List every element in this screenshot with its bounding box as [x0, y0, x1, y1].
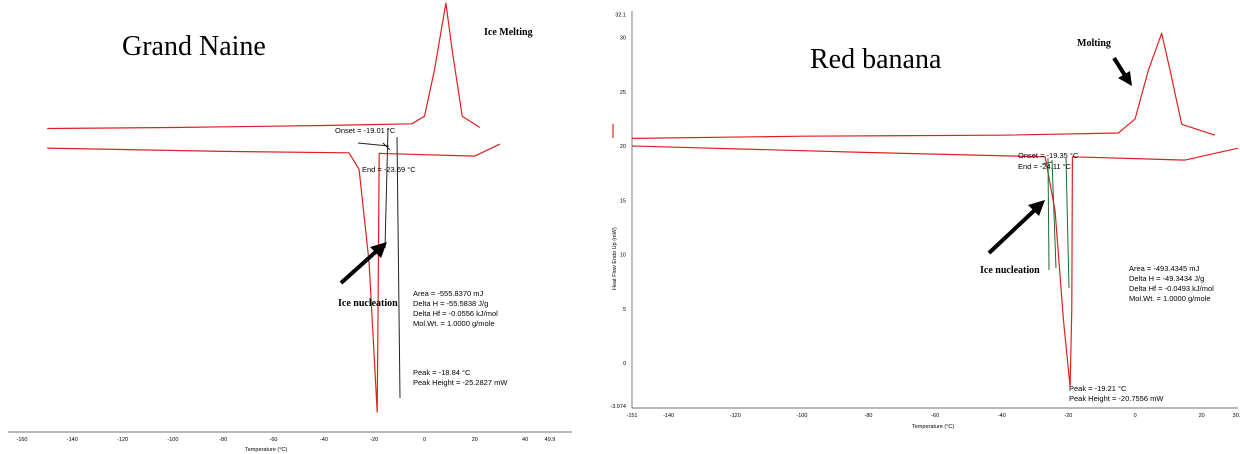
x-axis-title: Temperature (°C): [912, 424, 954, 430]
chart-title: Red banana: [810, 44, 942, 75]
x-tick-label: -80: [219, 437, 227, 443]
arrow-label: Ice nucleation: [338, 298, 398, 309]
y-tick-label: 32.1: [615, 13, 626, 19]
red-banana-chart: Red banana -151 -140 -120 -100 -80 -60 -40 -20 0…: [610, 11, 1240, 430]
x-tick-label: 30.9: [1233, 413, 1240, 419]
x-tick-label: -40: [998, 413, 1006, 419]
delta-h-text: Delta H = -55.5838 J/g: [413, 299, 488, 308]
end-text: End = -24.11 °C: [1018, 162, 1072, 171]
peak-label: Ice Melting: [484, 27, 533, 38]
nucleation-arrow-icon: [1028, 200, 1045, 216]
x-tick-label: 0: [423, 437, 426, 443]
melting-arrow-shaft: [1112, 56, 1128, 79]
x-tick-label: -20: [370, 437, 378, 443]
arrow-label: Ice nucleation: [980, 265, 1040, 276]
x-tick-label: 0: [1134, 413, 1137, 419]
area-text: Area = -555.8370 mJ: [413, 289, 484, 298]
x-axis-title: Temperature (°C): [245, 447, 287, 453]
y-tick-label: 15: [620, 198, 626, 204]
peak-text: Peak = -18.84 °C: [413, 368, 471, 377]
peak-height-text: Peak Height = -20.7556 mW: [1069, 394, 1164, 403]
melting-arrow-icon: [1118, 71, 1132, 86]
y-tick-label: 30: [620, 36, 626, 42]
x-tick-label: -60: [931, 413, 939, 419]
peak-height-text: Peak Height = -25.2827 mW: [413, 378, 508, 387]
x-tick-label: 49.9: [545, 437, 556, 443]
series-1-line: [47, 143, 501, 413]
series-0-line: [47, 2, 481, 130]
x-tick-label: -100: [796, 413, 807, 419]
curve-group: [47, 2, 501, 413]
area-text: Area = -493.4345 mJ: [1129, 264, 1200, 273]
y-tick-label: -3.974: [610, 404, 626, 410]
curve-group: [631, 32, 1239, 388]
y-tick-label: 0: [623, 361, 626, 367]
peak-text: Peak = -19.21 °C: [1069, 384, 1127, 393]
x-tick-label: -140: [663, 413, 674, 419]
grand-naine-chart: Grand Naine -160 -140 -120 -100 -80 -60 -40 -20…: [8, 2, 572, 453]
x-tick-label: -80: [865, 413, 873, 419]
nucleation-arrow-icon: [370, 242, 387, 258]
peak-label: Molting: [1077, 38, 1111, 49]
x-tick-label: -120: [117, 437, 128, 443]
x-tick-label: -60: [270, 437, 278, 443]
nucleation-arrow-shaft: [987, 205, 1040, 255]
series-0-line: [631, 32, 1216, 139]
mol-wt-text: Mol.Wt. = 1.0000 g/mole: [413, 319, 495, 328]
onset-text: Onset = -19.35 °C: [1018, 151, 1079, 160]
x-tick-label: -140: [67, 437, 78, 443]
x-tick-label: -100: [167, 437, 178, 443]
delta-hf-text: Delta Hf = -0.0493 kJ/mol: [1129, 284, 1214, 293]
x-tick-label: -160: [16, 437, 27, 443]
x-tick-label: -40: [320, 437, 328, 443]
series-1-line: [631, 145, 1239, 388]
x-tick-label: -120: [730, 413, 741, 419]
mol-wt-text: Mol.Wt. = 1.0000 g/mole: [1129, 294, 1211, 303]
y-tick-label: 5: [623, 307, 626, 313]
x-tick-label: 40: [522, 437, 528, 443]
baseline-construction-lines: [1041, 157, 1070, 289]
chart-title: Grand Naine: [122, 31, 266, 62]
x-tick-group: -160 -140 -120 -100 -80 -60 -40 -20 0 20 40 49.9: [16, 437, 555, 443]
x-tick-label: 20: [472, 437, 478, 443]
x-tick-label: -151: [626, 413, 637, 419]
x-tick-label: 20: [1199, 413, 1205, 419]
delta-hf-text: Delta Hf = -0.0556 kJ/mol: [413, 309, 498, 318]
y-tick-label: 20: [620, 144, 626, 150]
delta-h-text: Delta H = -49.3434 J/g: [1129, 274, 1204, 283]
y-axis-title: Heat Flow Endo Up (mW): [612, 227, 618, 290]
y-tick-label: 25: [620, 90, 626, 96]
y-tick-label: 10: [620, 253, 626, 259]
x-tick-label: -20: [1064, 413, 1072, 419]
onset-text: Onset = -19.01 °C: [335, 126, 396, 135]
end-text: End = -23.69 °C: [362, 165, 416, 174]
y-tick-group: 32.1 30 25 20 15 10 5 0 -3.974: [610, 13, 626, 410]
nucleation-arrow-shaft: [339, 246, 382, 285]
x-tick-group: -151 -140 -120 -100 -80 -60 -40 -20 0 20 30.9: [626, 413, 1240, 419]
baseline-construction-lines: [357, 127, 401, 399]
